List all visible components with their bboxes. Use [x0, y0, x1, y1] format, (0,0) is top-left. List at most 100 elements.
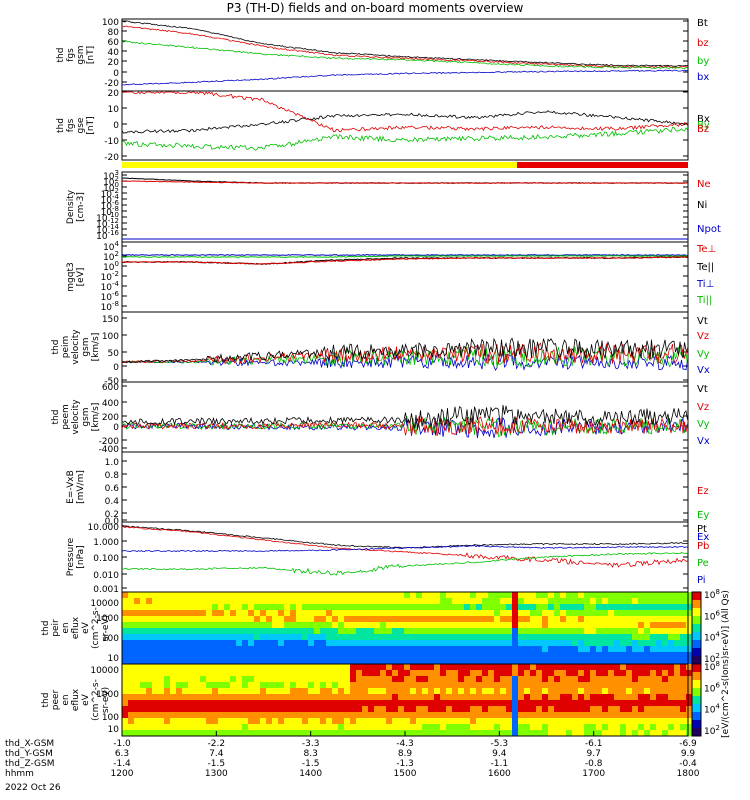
legend-Vz: Vz — [697, 331, 709, 342]
svg-text:fgs: fgs — [66, 118, 76, 132]
y-tick-label: 400 — [102, 399, 119, 409]
x-tick-label: -1.1 — [491, 759, 509, 769]
y-tick-label: 0.001 — [93, 585, 119, 595]
y-tick-label: 10.000 — [88, 523, 120, 533]
svg-text:(cm^2-s-: (cm^2-s- — [91, 607, 101, 649]
svg-text:peem: peem — [61, 404, 71, 430]
y-tick-label: 10 — [108, 105, 120, 115]
y-axis-label-temp: mgqt3 [eV] — [66, 262, 86, 291]
legend-Ti||: Ti|| — [696, 295, 712, 306]
y-tick-label: 100 — [102, 634, 119, 644]
legend-Vz: Vz — [697, 402, 709, 413]
svg-text:(cm^2-s-: (cm^2-s- — [91, 679, 101, 721]
series-by — [121, 40, 688, 70]
x-tick-label: 8.9 — [398, 749, 413, 759]
series-peem-Vy — [121, 416, 688, 438]
series-Ne — [121, 180, 688, 184]
x-tick-label: -1.3 — [396, 759, 414, 769]
date-label: 2022 Oct 26 — [5, 783, 61, 793]
svg-text:fgs: fgs — [66, 48, 76, 62]
legend-bx: bx — [697, 72, 709, 83]
y-tick-label: 10 — [108, 725, 120, 735]
svg-text:[km/s]: [km/s] — [91, 403, 101, 432]
x-tick-label: -0.4 — [679, 759, 697, 769]
svg-text:en: en — [61, 622, 71, 633]
colorbar-tick-label: 104 — [704, 703, 720, 716]
colorbar-tick-label: 104 — [704, 631, 720, 644]
x-tick-label: 1500 — [394, 769, 417, 779]
svg-text:[nT]: [nT] — [86, 116, 96, 134]
legend-By: By — [697, 120, 710, 131]
legend-Pt: Pt — [697, 524, 707, 535]
legend-Ti⊥: Ti⊥ — [696, 279, 714, 290]
y-tick-label: -400 — [99, 445, 120, 455]
legend-Pi: Pi — [697, 575, 706, 586]
series-Ti-par — [121, 255, 688, 258]
y-tick-label: 10 — [108, 654, 120, 664]
y-tick-label: 40 — [108, 48, 120, 58]
panel-frame-efield — [121, 451, 689, 523]
svg-text:thd: thd — [51, 340, 61, 355]
svg-text:gsm: gsm — [81, 407, 91, 426]
series-peem-Vz — [121, 415, 688, 437]
svg-text:eV: eV — [81, 621, 91, 634]
x-tick-label: -0.8 — [585, 759, 603, 769]
y-tick-label: 100 — [102, 332, 119, 342]
legend-Vy: Vy — [697, 349, 710, 360]
legend-Te⊥: Te⊥ — [696, 244, 716, 255]
series-Bx — [121, 110, 688, 134]
svg-text:peir: peir — [51, 619, 61, 637]
y-tick-label: 80 — [108, 28, 120, 38]
x-tick-label: -6.1 — [585, 739, 603, 749]
legend-Bt: Bt — [697, 18, 708, 29]
legend-Ex: Ex — [697, 532, 709, 543]
y-tick-label: 0.8 — [105, 471, 120, 481]
series-Pb — [121, 526, 688, 568]
x-tick-label: 9.7 — [587, 749, 601, 759]
y-tick-label: 200 — [102, 413, 119, 423]
y-axis-label-pressure: Pressure [nPa] — [66, 537, 86, 576]
svg-text:thd: thd — [56, 118, 66, 133]
x-tick-label: -5.3 — [491, 739, 509, 749]
legend-bz: bz — [697, 38, 709, 49]
y-tick-label: 20 — [108, 89, 120, 99]
colorbar-label: [eV/(cm^2-s(Ions)sr-eV)] (All Qs) — [721, 590, 731, 738]
svg-text:thd: thd — [51, 410, 61, 425]
legend-Vt: Vt — [697, 384, 708, 395]
y-tick-label: 0.100 — [93, 554, 119, 564]
x-tick-label: 9.9 — [681, 749, 696, 759]
svg-text:eV: eV — [81, 693, 91, 706]
x-tick-label: -3.3 — [302, 739, 320, 749]
svg-text:E=-VxB: E=-VxB — [66, 470, 76, 504]
panel-frame-temp — [121, 241, 689, 313]
x-tick-label: -4.3 — [396, 739, 414, 749]
y-tick-label: -20 — [104, 79, 119, 89]
x-tick-label: -1.5 — [208, 759, 226, 769]
y-tick-label: 60 — [108, 38, 120, 48]
svg-text:[nT]: [nT] — [86, 46, 96, 64]
svg-text:en: en — [61, 694, 71, 705]
x-tick-label: 1700 — [582, 769, 605, 779]
svg-text:[eV]: [eV] — [76, 268, 86, 287]
y-tick-label: 1.0 — [105, 458, 120, 468]
legend-Bx: Bx — [697, 114, 710, 125]
series-Pe — [121, 552, 688, 576]
svg-text:[km/s]: [km/s] — [91, 333, 101, 362]
y-tick-label: 1.000 — [93, 538, 119, 548]
y-tick-label: 0.2 — [105, 510, 119, 520]
svg-text:velocity: velocity — [71, 329, 81, 365]
svg-text:velocity: velocity — [71, 399, 81, 435]
y-tick-label: -20 — [104, 153, 119, 163]
legend-Vx: Vx — [697, 365, 710, 376]
svg-text:gsm: gsm — [76, 45, 86, 64]
peir-spectrogram — [121, 591, 693, 665]
chart-title: P3 (TH-D) fields and on-board moments ov… — [226, 1, 524, 15]
svg-text:peim: peim — [61, 336, 71, 359]
legend-Ez: Ez — [697, 486, 709, 497]
legend-Vx: Vx — [697, 436, 710, 447]
svg-text:gse: gse — [76, 117, 86, 133]
series-Bt — [121, 20, 688, 67]
panel-frame-fgs_gse — [121, 90, 689, 161]
series-bx — [122, 69, 688, 86]
